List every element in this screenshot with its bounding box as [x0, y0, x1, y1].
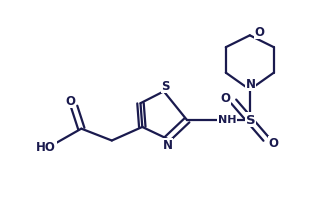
Text: S: S [161, 80, 170, 93]
Text: N: N [246, 78, 256, 91]
Text: O: O [269, 137, 279, 150]
Text: N: N [162, 139, 172, 152]
Text: O: O [65, 94, 75, 108]
Text: NH: NH [218, 115, 237, 125]
Text: O: O [221, 91, 231, 104]
Text: HO: HO [36, 140, 56, 153]
Text: O: O [255, 26, 265, 39]
Text: S: S [246, 113, 255, 126]
